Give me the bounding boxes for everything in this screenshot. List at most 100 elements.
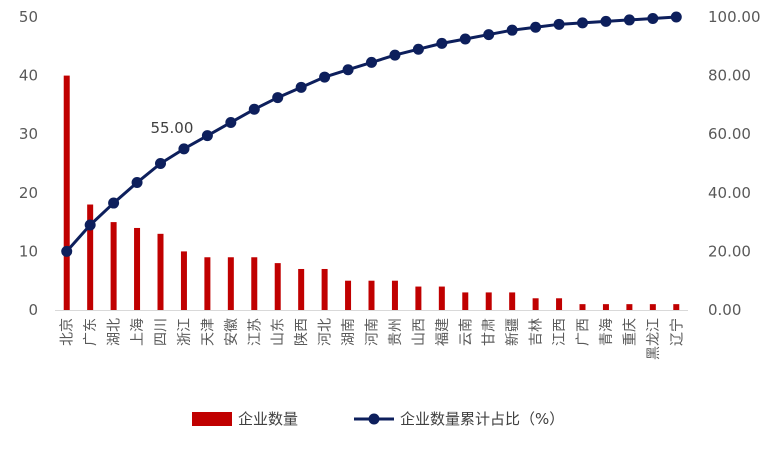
category-label: 天津 xyxy=(200,318,216,346)
bar xyxy=(556,298,563,310)
category-label: 上海 xyxy=(130,318,146,346)
bar xyxy=(274,263,281,310)
category-label: 江苏 xyxy=(247,318,263,346)
category-label: 青海 xyxy=(599,318,615,346)
line-point xyxy=(319,71,331,83)
bar xyxy=(532,298,539,310)
bar xyxy=(180,251,187,310)
category-label: 辽宁 xyxy=(668,318,685,346)
bar xyxy=(485,292,492,310)
category-label: 新疆 xyxy=(505,318,521,346)
category-label: 安徽 xyxy=(224,318,240,346)
bar xyxy=(63,75,70,310)
category-label: 湖北 xyxy=(107,318,123,346)
category-label: 黑龙江 xyxy=(646,318,662,360)
line-point xyxy=(506,24,518,36)
line-point xyxy=(248,103,260,115)
bar xyxy=(579,304,586,310)
line-point xyxy=(600,15,612,27)
category-label: 河北 xyxy=(318,318,334,346)
category-label: 福建 xyxy=(435,318,451,346)
bar xyxy=(227,257,234,310)
category-label: 云南 xyxy=(458,318,474,346)
line-point xyxy=(670,11,682,23)
y-right-tick-label: 60.00 xyxy=(708,125,751,143)
bar xyxy=(649,304,656,310)
category-label: 北京 xyxy=(60,318,76,346)
category-label: 广东 xyxy=(83,318,99,346)
line-point xyxy=(647,12,659,24)
bar xyxy=(204,257,211,310)
line-point xyxy=(623,14,635,26)
bar xyxy=(438,286,445,310)
axes: 0 10 20 30 40 50 0.00 20.00 40.00 60.00 80.00 100.0… xyxy=(19,8,761,319)
line-point xyxy=(201,130,213,142)
line-point xyxy=(459,33,471,45)
line-point xyxy=(577,17,588,29)
line-point xyxy=(272,92,284,104)
legend-line-label: 企业数量累计占比（%） xyxy=(400,410,564,428)
category-label: 山东 xyxy=(271,318,287,346)
line-point xyxy=(366,56,377,68)
y-left-tick-label: 40 xyxy=(19,67,38,85)
category-label: 陕西 xyxy=(294,318,310,346)
category-label: 吉林 xyxy=(529,318,545,346)
category-label: 山西 xyxy=(411,318,427,346)
category-label: 江西 xyxy=(552,318,568,346)
legend-bar-swatch xyxy=(192,412,232,426)
bar-series xyxy=(63,75,680,310)
y-left-tick-label: 50 xyxy=(19,8,38,26)
line-series: 55.00 xyxy=(61,11,682,257)
bar xyxy=(673,304,680,310)
line-point xyxy=(389,49,401,61)
bar xyxy=(626,304,633,310)
line-point xyxy=(131,177,143,189)
bar xyxy=(134,227,141,310)
category-label: 浙江 xyxy=(177,318,193,346)
y-right-tick-label: 100.00 xyxy=(708,8,761,26)
line-point xyxy=(412,43,424,55)
y-left-tick-label: 10 xyxy=(19,242,38,260)
category-label: 河南 xyxy=(365,318,381,346)
line-point xyxy=(155,158,166,169)
bar xyxy=(87,204,94,310)
data-label: 55.00 xyxy=(150,119,193,137)
line-point xyxy=(178,143,190,155)
legend-line-marker xyxy=(368,413,380,425)
bar xyxy=(298,268,305,310)
category-label: 广西 xyxy=(576,318,592,346)
bar xyxy=(251,257,258,310)
bar xyxy=(157,233,164,310)
line-point xyxy=(553,18,565,30)
bar xyxy=(368,280,375,310)
line-point xyxy=(225,116,237,128)
bar xyxy=(462,292,469,310)
category-label: 四川 xyxy=(154,318,170,346)
bar xyxy=(345,280,352,310)
bar xyxy=(415,286,422,310)
y-right-tick-label: 40.00 xyxy=(708,184,751,202)
line-point xyxy=(436,37,448,49)
bar xyxy=(391,280,398,310)
category-labels: 北京 广东 湖北 上海 四川 浙江 天津 安徽 江苏 山东 陕西 河北 湖南 河南 贵州 山西 福建 云南 甘肃 新疆… xyxy=(60,318,686,360)
category-label: 甘肃 xyxy=(482,318,498,346)
line-point xyxy=(530,21,542,33)
line-point xyxy=(108,197,120,209)
line-point xyxy=(61,245,73,257)
bar xyxy=(602,304,609,310)
line-point xyxy=(84,219,96,231)
category-label: 重庆 xyxy=(622,318,638,346)
category-label: 贵州 xyxy=(388,318,404,346)
y-right-tick-label: 0.00 xyxy=(708,301,741,319)
y-right-tick-label: 80.00 xyxy=(708,67,751,85)
category-label: 湖南 xyxy=(341,318,357,346)
line-point xyxy=(295,81,307,93)
legend-bar-label: 企业数量 xyxy=(238,410,298,428)
y-left-tick-label: 0 xyxy=(28,301,38,319)
line-point xyxy=(483,29,495,41)
bar xyxy=(509,292,516,310)
y-left-tick-label: 30 xyxy=(19,125,38,143)
bar xyxy=(321,268,328,310)
